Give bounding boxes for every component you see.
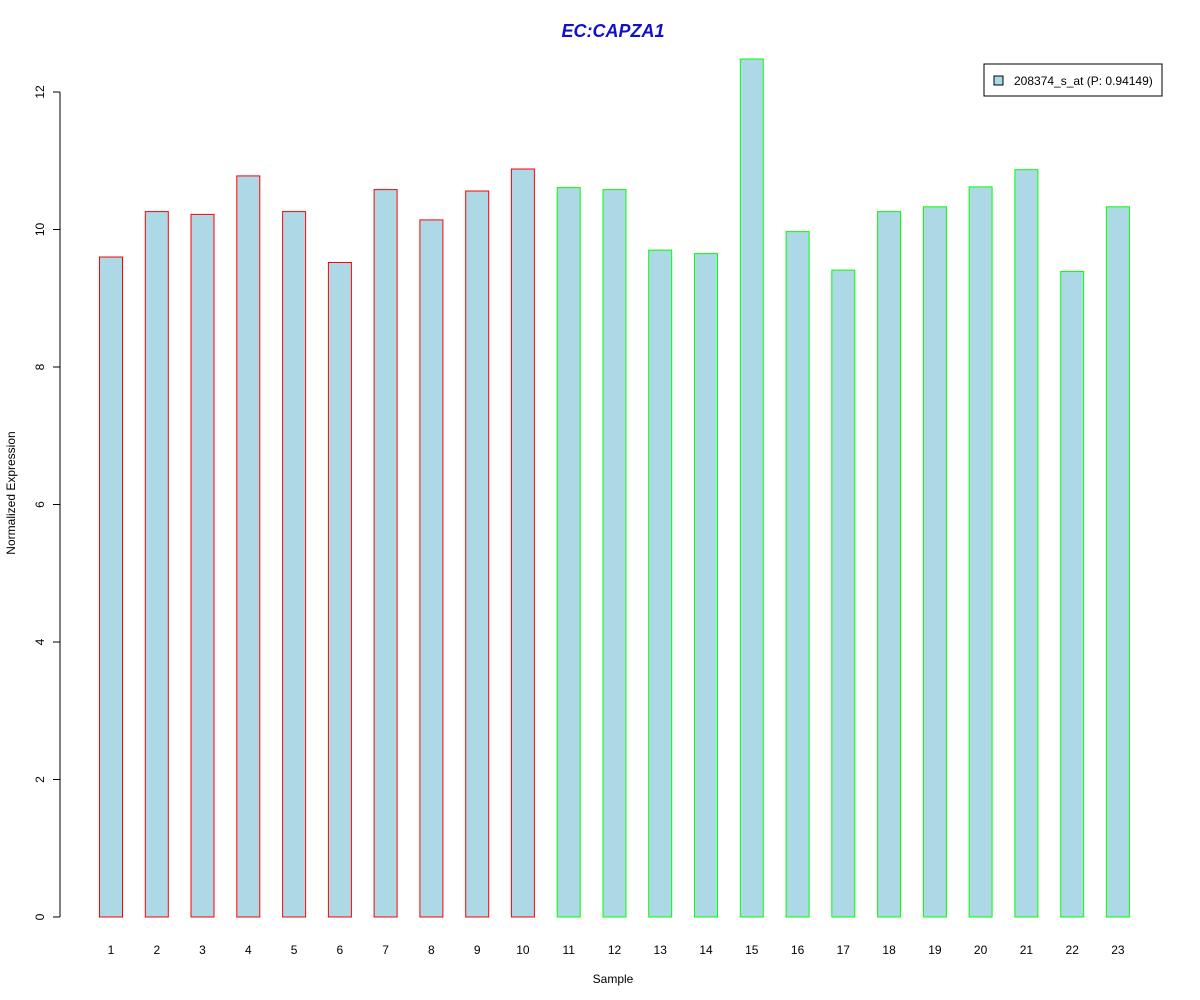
legend-label: 208374_s_at (P: 0.94149) (1014, 74, 1153, 88)
x-tick-label: 22 (1066, 943, 1080, 957)
x-tick-label: 20 (974, 943, 988, 957)
bar (968, 186, 993, 918)
x-tick-label: 11 (562, 943, 575, 957)
x-tick-label: 3 (199, 943, 206, 957)
bar (465, 190, 490, 918)
y-tick-label: 2 (33, 776, 47, 783)
x-tick-label: 15 (745, 943, 759, 957)
x-axis-labels: 1 2 3 4 5 6 7 8 9 10 11 12 13 14 15 16 17 18 19 20 21 22 23 (108, 943, 1125, 957)
x-tick-label: 7 (382, 943, 389, 957)
bar (327, 262, 352, 918)
x-tick-label: 17 (837, 943, 851, 957)
x-tick-label: 21 (1020, 943, 1034, 957)
bar (510, 168, 535, 918)
y-tick-label: 10 (33, 223, 47, 237)
bar (785, 231, 810, 918)
bar (373, 189, 398, 918)
x-tick-label: 1 (108, 943, 115, 957)
legend: 208374_s_at (P: 0.94149) (983, 63, 1163, 97)
x-tick-label: 8 (428, 943, 435, 957)
x-tick-label: 19 (928, 943, 942, 957)
x-tick-label: 18 (882, 943, 896, 957)
x-tick-label: 12 (608, 943, 622, 957)
bar (1014, 169, 1039, 918)
y-tick-label: 0 (33, 913, 47, 920)
bar (190, 213, 215, 918)
bar (739, 58, 764, 918)
bar (282, 211, 307, 918)
bar (831, 269, 856, 918)
chart-title: EC:CAPZA1 (561, 21, 664, 41)
x-tick-label: 23 (1111, 943, 1125, 957)
y-tick-label: 12 (33, 85, 47, 99)
bar (1060, 270, 1085, 918)
bar (648, 249, 673, 918)
x-tick-label: 2 (153, 943, 160, 957)
y-axis-title: Normalized Expression (4, 431, 18, 554)
legend-swatch (993, 75, 1004, 86)
legend-box (983, 63, 1163, 97)
bar (1105, 206, 1130, 918)
y-tick-label: 8 (33, 363, 47, 370)
bar (556, 187, 581, 918)
y-tick-label: 4 (33, 638, 47, 645)
x-axis-title: Sample (593, 972, 634, 986)
y-tick-label: 6 (33, 501, 47, 508)
y-axis: 0 2 4 6 8 10 12 (33, 85, 61, 920)
x-tick-label: 14 (699, 943, 713, 957)
x-tick-label: 9 (474, 943, 481, 957)
bar (99, 256, 123, 918)
bar (922, 206, 947, 918)
x-tick-label: 4 (245, 943, 252, 957)
bar (236, 175, 261, 918)
bar (602, 189, 627, 918)
bar (877, 211, 902, 918)
bar (694, 253, 718, 918)
bar (144, 211, 169, 918)
bar (419, 219, 444, 918)
x-tick-label: 6 (337, 943, 344, 957)
x-tick-label: 10 (516, 943, 530, 957)
x-tick-label: 16 (791, 943, 805, 957)
bar-series (99, 58, 1130, 918)
x-tick-label: 5 (291, 943, 298, 957)
x-tick-label: 13 (654, 943, 668, 957)
